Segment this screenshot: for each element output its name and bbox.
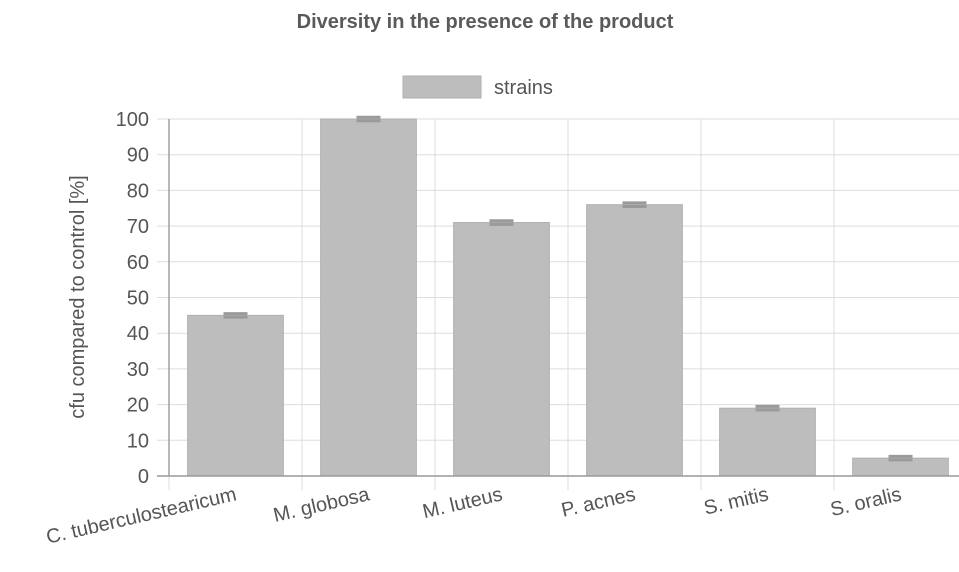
y-tick-label: 30 — [127, 359, 149, 381]
bars — [187, 115, 949, 477]
x-tick-label: S. oralis — [828, 483, 903, 521]
y-tick-label: 60 — [127, 252, 149, 274]
legend: strains — [402, 75, 553, 99]
bar — [453, 222, 550, 477]
y-tick-label: 100 — [116, 109, 149, 131]
y-tick-label: 40 — [127, 323, 149, 345]
bar — [187, 314, 284, 477]
y-tick-labels: 0 10 20 30 40 50 60 70 80 90 100 — [116, 109, 149, 488]
bar — [586, 204, 683, 477]
y-axis-label: cfu compared to control [%] — [67, 175, 89, 418]
x-tick-label: M. globosa — [271, 483, 372, 527]
x-tick-label: S. mitis — [702, 483, 771, 519]
legend-label: strains — [494, 77, 553, 99]
bar — [719, 407, 816, 477]
legend-swatch — [402, 75, 482, 99]
y-tick-label: 10 — [127, 430, 149, 452]
y-tick-label: 0 — [138, 466, 149, 488]
y-tick-label: 80 — [127, 180, 149, 202]
bar — [320, 118, 417, 477]
y-tick-label: 20 — [127, 395, 149, 417]
axes — [157, 119, 959, 477]
x-tick-label: P. acnes — [559, 483, 637, 521]
y-tick-label: 90 — [127, 145, 149, 167]
x-tick-label: C. tuberculostearicum — [44, 483, 238, 548]
x-tick-labels: C. tuberculostearicum M. globosa M. luteus… — [44, 483, 903, 548]
y-tick-label: 50 — [127, 288, 149, 310]
chart-title: Diversity in the presence of the product — [297, 11, 674, 33]
x-tick-label: M. luteus — [421, 483, 505, 523]
y-tick-label: 70 — [127, 216, 149, 238]
